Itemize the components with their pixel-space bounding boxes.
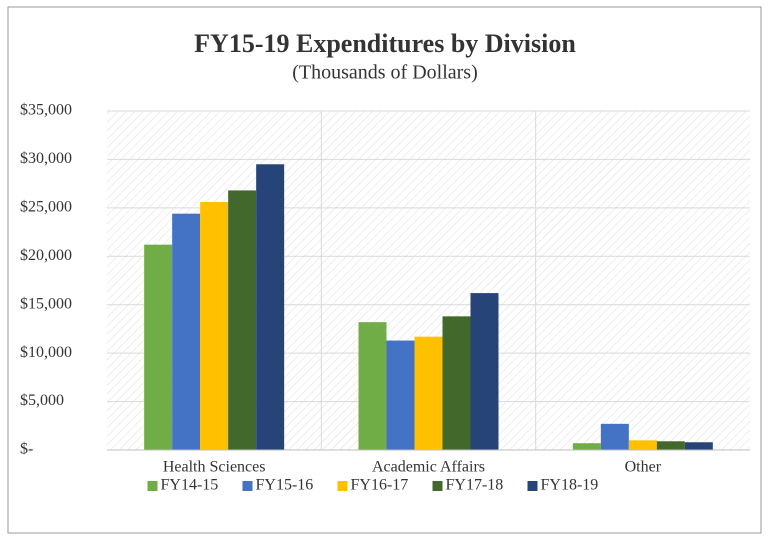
bar — [256, 164, 285, 450]
bar — [144, 244, 173, 450]
y-tick-label: $30,000 — [20, 150, 72, 167]
x-tick-label: Academic Affairs — [372, 459, 485, 476]
legend-swatch — [242, 481, 253, 491]
bar — [600, 423, 629, 450]
bar — [656, 441, 685, 450]
bar — [200, 202, 229, 450]
y-tick-label: $15,000 — [20, 295, 72, 312]
bar — [172, 213, 201, 450]
bar — [572, 443, 601, 450]
y-tick-label: $- — [20, 441, 33, 458]
legend-swatch — [337, 481, 348, 491]
legend-label: FY15-16 — [256, 477, 314, 494]
legend-label: FY17-18 — [446, 477, 504, 494]
legend-swatch — [147, 481, 158, 491]
y-tick-label: $20,000 — [20, 247, 72, 264]
bar — [470, 293, 499, 450]
chart-title: FY15-19 Expenditures by Division — [194, 29, 576, 58]
chart-subtitle: (Thousands of Dollars) — [292, 62, 478, 84]
bar — [358, 322, 387, 450]
x-tick-label: Health Sciences — [163, 459, 266, 476]
bar — [228, 190, 257, 450]
bar — [414, 336, 443, 450]
bar — [442, 316, 471, 450]
legend-label: FY16-17 — [351, 477, 409, 494]
legend-label: FY18-19 — [541, 477, 599, 494]
legend-swatch — [527, 481, 538, 491]
y-tick-label: $35,000 — [20, 102, 72, 119]
x-tick-label: Other — [625, 459, 662, 476]
bar — [386, 340, 415, 450]
legend-label: FY14-15 — [161, 477, 219, 494]
y-tick-label: $10,000 — [20, 344, 72, 361]
y-tick-label: $5,000 — [20, 392, 64, 409]
y-tick-label: $25,000 — [20, 199, 72, 216]
bar — [684, 442, 713, 450]
bar — [628, 440, 657, 450]
legend-swatch — [432, 481, 443, 491]
